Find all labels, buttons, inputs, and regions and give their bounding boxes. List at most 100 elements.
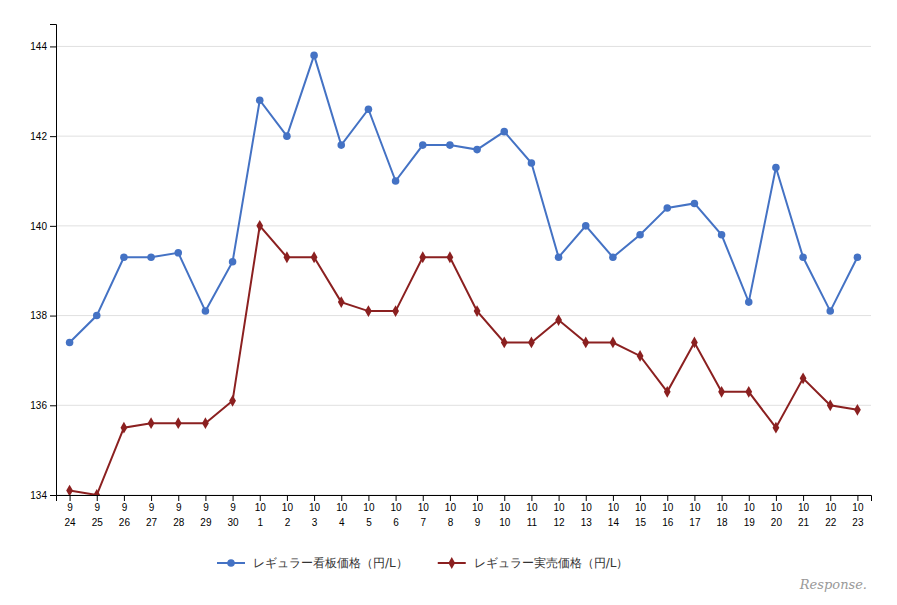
- series-marker: [636, 231, 644, 239]
- series-marker: [501, 337, 508, 349]
- series-marker: [528, 337, 535, 349]
- series-marker: [827, 399, 834, 411]
- series-marker: [772, 164, 780, 172]
- annotation: Response.: [799, 577, 867, 592]
- y-tick-label: 136: [30, 400, 47, 411]
- y-tick-mark: [50, 495, 56, 496]
- x-tick-label: 18: [717, 517, 729, 528]
- x-tick-label: 16: [662, 517, 674, 528]
- legend: レギュラー看板価格（円/L） レギュラー実売価格（円/L）: [217, 556, 628, 570]
- x-tick: 104: [336, 495, 348, 528]
- x-tick-mark: [667, 495, 668, 501]
- series-line: [70, 55, 858, 342]
- x-tick-mark: [803, 495, 804, 501]
- grid-line: [56, 315, 871, 316]
- series-line: [70, 226, 858, 495]
- series-marker: [826, 307, 834, 315]
- legend-label: レギュラー看板価格（円/L）: [253, 556, 408, 570]
- x-tick: 930: [228, 495, 240, 528]
- x-tick-label: 9: [149, 502, 155, 513]
- x-tick: 1022: [825, 495, 837, 528]
- y-tick-label: 138: [30, 310, 47, 321]
- grid-line: [56, 225, 871, 226]
- series-marker: [256, 96, 264, 104]
- x-tick-label: 10: [852, 502, 864, 513]
- x-tick-label: 10: [554, 502, 566, 513]
- legend-label: レギュラー実売価格（円/L）: [474, 556, 629, 570]
- x-tick-label: 24: [65, 517, 77, 528]
- x-tick-mark: [124, 495, 125, 501]
- x-tick-label: 10: [336, 502, 348, 513]
- x-tick-mark: [531, 495, 532, 501]
- y-tick: 138: [30, 310, 56, 321]
- x-tick-label: 10: [391, 502, 403, 513]
- series-marker: [66, 485, 73, 495]
- series-marker: [229, 395, 236, 407]
- x-tick-mark: [178, 495, 179, 501]
- x-tick: 928: [173, 495, 185, 528]
- x-tick-label: 9: [122, 502, 128, 513]
- series-marker: [419, 251, 426, 263]
- series-marker: [637, 350, 644, 362]
- x-tick: 108: [445, 495, 457, 528]
- y-tick-mark: [50, 316, 56, 317]
- y-tick-label: 134: [30, 490, 47, 501]
- x-tick-mark: [233, 495, 234, 501]
- series-marker: [691, 337, 698, 349]
- x-tick-label: 10: [771, 502, 783, 513]
- x-tick-label: 10: [309, 502, 321, 513]
- x-tick: 1012: [554, 495, 566, 528]
- grid-line: [56, 405, 871, 406]
- x-tick-label: 10: [608, 502, 620, 513]
- x-tick-label: 10: [499, 517, 511, 528]
- x-tick-mark: [287, 495, 288, 501]
- series-marker: [582, 337, 589, 349]
- legend-marker: [227, 559, 235, 567]
- x-tick-mark: [640, 495, 641, 501]
- x-tick: 105: [363, 495, 375, 528]
- series-marker: [175, 417, 182, 429]
- x-tick-label: 10: [744, 502, 756, 513]
- x-tick: 1020: [771, 495, 783, 528]
- x-tick: 1010: [499, 495, 511, 528]
- y-tick-label: 140: [30, 221, 47, 232]
- x-tick-mark: [586, 495, 587, 501]
- series-marker: [447, 251, 454, 263]
- series-marker: [202, 307, 210, 315]
- x-tick-label: 2: [285, 517, 291, 528]
- series-marker: [229, 258, 237, 266]
- x-tick-mark: [749, 495, 750, 501]
- x-tick-label: 9: [67, 502, 73, 513]
- y-axis-line: [50, 25, 57, 496]
- series-marker: [283, 132, 291, 140]
- x-tick: 102: [282, 495, 294, 528]
- y-tick: 134: [30, 490, 56, 501]
- x-tick: 1021: [798, 495, 810, 528]
- x-tick-mark: [722, 495, 723, 501]
- x-tick-label: 19: [744, 517, 756, 528]
- x-tick: 1011: [526, 495, 538, 528]
- x-tick-mark: [559, 495, 560, 501]
- y-tick-mark: [50, 46, 56, 47]
- series-marker: [500, 128, 508, 136]
- series-marker: [773, 422, 780, 434]
- series-marker: [854, 404, 861, 416]
- x-tick-label: 10: [581, 502, 593, 513]
- x-tick-label: 11: [527, 517, 538, 528]
- grid-line: [56, 136, 871, 137]
- x-tick-mark: [70, 495, 71, 501]
- x-tick-label: 9: [475, 517, 481, 528]
- series-marker: [473, 146, 481, 154]
- series-marker: [338, 296, 345, 308]
- series-marker: [446, 141, 454, 149]
- x-tick-mark: [776, 495, 777, 501]
- x-tick-label: 10: [689, 502, 701, 513]
- x-tick: 101: [255, 495, 267, 528]
- x-tick-label: 10: [635, 502, 647, 513]
- x-tick-label: 8: [448, 517, 454, 528]
- series-marker: [365, 305, 372, 317]
- y-tick-label: 142: [30, 131, 47, 142]
- x-tick-label: 21: [798, 517, 810, 528]
- x-tick: 929: [200, 495, 212, 528]
- series-marker: [147, 253, 155, 261]
